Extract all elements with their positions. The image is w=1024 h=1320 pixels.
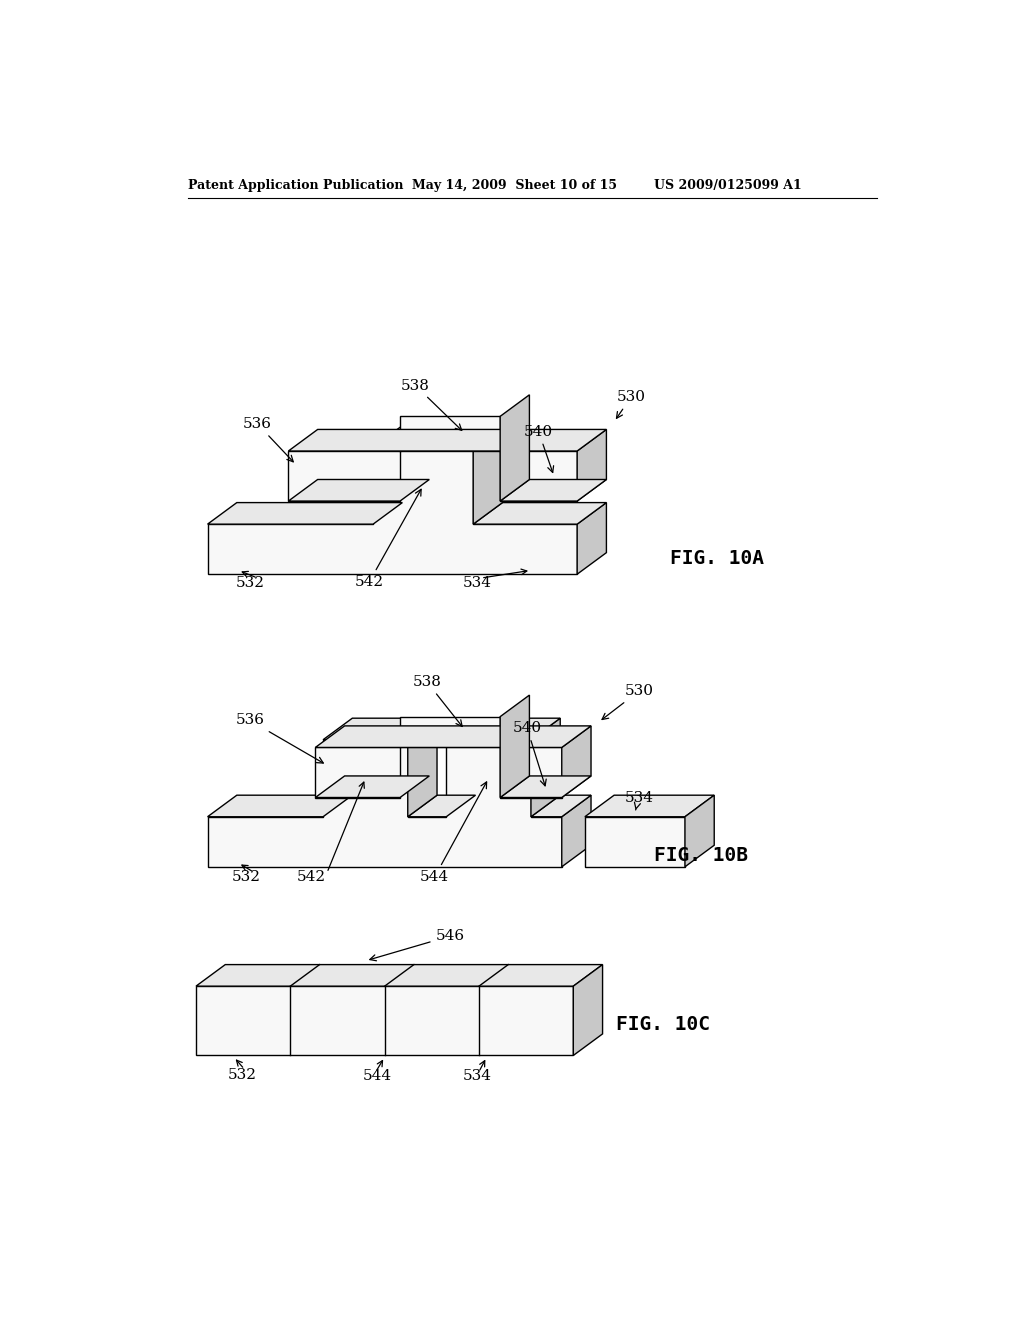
Polygon shape bbox=[446, 718, 560, 739]
Polygon shape bbox=[585, 817, 685, 867]
Text: 534: 534 bbox=[463, 1069, 492, 1084]
Polygon shape bbox=[562, 795, 591, 867]
Text: FIG. 10A: FIG. 10A bbox=[670, 549, 764, 569]
Text: 538: 538 bbox=[401, 379, 462, 430]
Text: 546: 546 bbox=[370, 929, 465, 961]
Polygon shape bbox=[578, 503, 606, 574]
Polygon shape bbox=[208, 447, 578, 574]
Polygon shape bbox=[208, 503, 402, 524]
Polygon shape bbox=[500, 776, 591, 797]
Polygon shape bbox=[573, 965, 602, 1056]
Text: US 2009/0125099 A1: US 2009/0125099 A1 bbox=[654, 178, 802, 191]
Text: 532: 532 bbox=[231, 870, 260, 884]
Polygon shape bbox=[500, 479, 606, 502]
Polygon shape bbox=[562, 726, 591, 797]
Text: 534: 534 bbox=[625, 791, 653, 810]
Text: 530: 530 bbox=[616, 391, 645, 418]
Polygon shape bbox=[585, 795, 714, 817]
Polygon shape bbox=[408, 718, 437, 817]
Text: 542: 542 bbox=[297, 870, 326, 884]
Text: Patent Application Publication: Patent Application Publication bbox=[188, 178, 403, 191]
Text: 538: 538 bbox=[413, 675, 462, 726]
Text: 540: 540 bbox=[513, 721, 546, 785]
Text: May 14, 2009  Sheet 10 of 15: May 14, 2009 Sheet 10 of 15 bbox=[412, 178, 616, 191]
Polygon shape bbox=[208, 795, 352, 817]
Text: 540: 540 bbox=[524, 425, 554, 473]
Text: 534: 534 bbox=[463, 577, 492, 590]
Polygon shape bbox=[373, 425, 503, 447]
Text: FIG. 10C: FIG. 10C bbox=[615, 1015, 710, 1034]
Polygon shape bbox=[500, 395, 529, 502]
Polygon shape bbox=[289, 429, 606, 451]
Polygon shape bbox=[500, 696, 529, 797]
Polygon shape bbox=[578, 429, 606, 502]
Text: 530: 530 bbox=[602, 684, 653, 719]
Polygon shape bbox=[408, 795, 475, 817]
Polygon shape bbox=[289, 479, 429, 502]
Polygon shape bbox=[196, 986, 573, 1056]
Polygon shape bbox=[208, 739, 562, 867]
Polygon shape bbox=[531, 795, 591, 817]
Polygon shape bbox=[315, 726, 591, 747]
Text: 536: 536 bbox=[243, 417, 293, 462]
Polygon shape bbox=[473, 503, 606, 524]
Polygon shape bbox=[196, 965, 602, 986]
Polygon shape bbox=[473, 425, 503, 524]
Polygon shape bbox=[289, 416, 578, 502]
Text: 544: 544 bbox=[420, 781, 486, 884]
Text: 532: 532 bbox=[236, 577, 264, 590]
Polygon shape bbox=[531, 718, 560, 817]
Text: 544: 544 bbox=[362, 1069, 391, 1084]
Text: 542: 542 bbox=[354, 490, 421, 589]
Text: FIG. 10B: FIG. 10B bbox=[654, 846, 749, 865]
Polygon shape bbox=[323, 718, 437, 739]
Polygon shape bbox=[315, 776, 429, 797]
Text: 536: 536 bbox=[236, 714, 324, 763]
Text: 532: 532 bbox=[227, 1068, 257, 1081]
Polygon shape bbox=[315, 717, 562, 797]
Polygon shape bbox=[685, 795, 714, 867]
